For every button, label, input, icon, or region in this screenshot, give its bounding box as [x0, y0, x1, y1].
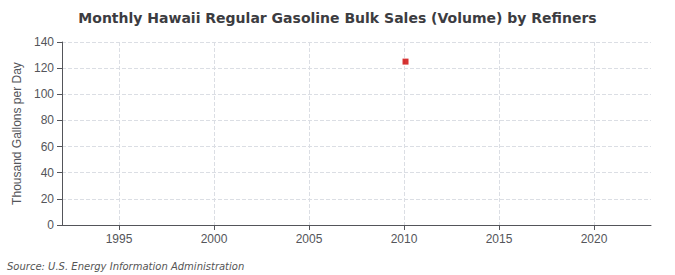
- svg-text:100: 100: [34, 87, 54, 101]
- svg-text:2000: 2000: [201, 232, 228, 246]
- svg-text:140: 140: [34, 35, 54, 49]
- svg-text:Source: U.S. Energy Informatio: Source: U.S. Energy Information Administ…: [7, 261, 244, 272]
- svg-text:2020: 2020: [581, 232, 608, 246]
- svg-text:2015: 2015: [486, 232, 513, 246]
- svg-text:0: 0: [47, 218, 54, 232]
- svg-text:40: 40: [41, 166, 55, 180]
- svg-text:120: 120: [34, 61, 54, 75]
- svg-text:1995: 1995: [106, 232, 133, 246]
- svg-text:2005: 2005: [296, 232, 323, 246]
- svg-text:Monthly Hawaii Regular Gasolin: Monthly Hawaii Regular Gasoline Bulk Sal…: [78, 10, 596, 26]
- svg-text:80: 80: [41, 113, 55, 127]
- svg-text:2010: 2010: [391, 232, 418, 246]
- svg-text:20: 20: [41, 192, 55, 206]
- svg-text:60: 60: [41, 140, 55, 154]
- svg-text:Thousand Gallons per Day: Thousand Gallons per Day: [10, 62, 24, 205]
